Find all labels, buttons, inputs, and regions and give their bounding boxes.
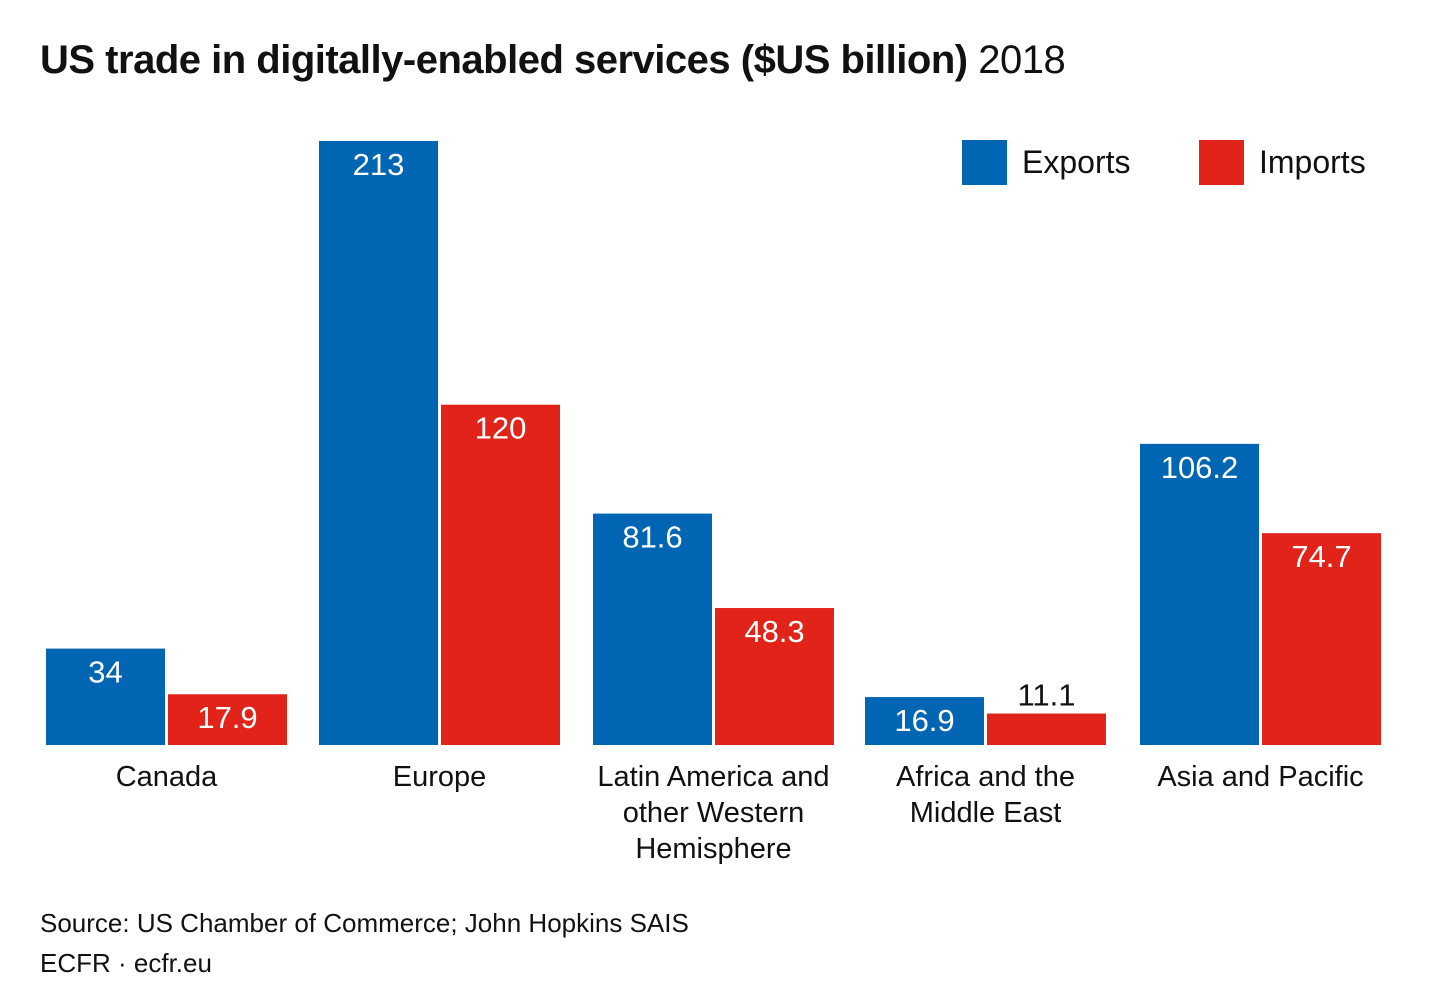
source-note: Source: US Chamber of Commerce; John Hop…	[40, 908, 689, 938]
exports-value-label-3: 16.9	[894, 703, 954, 738]
category-label-3-1: Middle East	[910, 797, 1062, 829]
category-label-1-0: Europe	[393, 761, 487, 793]
category-label-2-1: other Western	[623, 797, 805, 829]
category-label-4-0: Asia and Pacific	[1157, 761, 1363, 793]
imports-value-label-4: 74.7	[1291, 539, 1351, 574]
imports-bar-4	[1262, 533, 1381, 745]
imports-bar-1	[441, 404, 560, 745]
credit-note: ECFR · ecfr.eu	[40, 948, 212, 978]
imports-bar-2	[715, 608, 834, 745]
exports-value-label-1: 213	[353, 147, 405, 182]
exports-bar-2	[593, 513, 712, 745]
category-label-2-2: Hemisphere	[635, 833, 791, 865]
legend-label-imports: Imports	[1259, 144, 1366, 180]
imports-value-label-3: 11.1	[1017, 678, 1075, 713]
imports-bar-0	[168, 694, 287, 745]
legend-swatch-imports	[1199, 140, 1244, 185]
exports-value-label-0: 34	[88, 655, 122, 690]
exports-value-label-2: 81.6	[622, 520, 682, 555]
exports-bar-0	[46, 648, 165, 745]
category-label-0-0: Canada	[116, 761, 218, 793]
category-label-2-0: Latin America and	[597, 761, 829, 793]
chart-title-main: US trade in digitally-enabled services (…	[40, 38, 968, 82]
legend-label-exports: Exports	[1022, 144, 1130, 180]
category-label-3-0: Africa and the	[896, 761, 1075, 793]
exports-bar-1	[319, 141, 438, 745]
exports-value-label-4: 106.2	[1161, 450, 1239, 485]
exports-bar-3	[865, 697, 984, 745]
imports-value-label-2: 48.3	[744, 614, 804, 649]
legend-swatch-exports	[962, 140, 1007, 185]
chart-subtitle: 2018	[978, 38, 1066, 82]
chart-title: US trade in digitally-enabled services (…	[40, 36, 1066, 84]
imports-value-label-1: 120	[475, 411, 527, 446]
exports-bar-4	[1140, 443, 1259, 745]
imports-value-label-0: 17.9	[197, 700, 257, 735]
imports-bar-3	[987, 713, 1106, 745]
